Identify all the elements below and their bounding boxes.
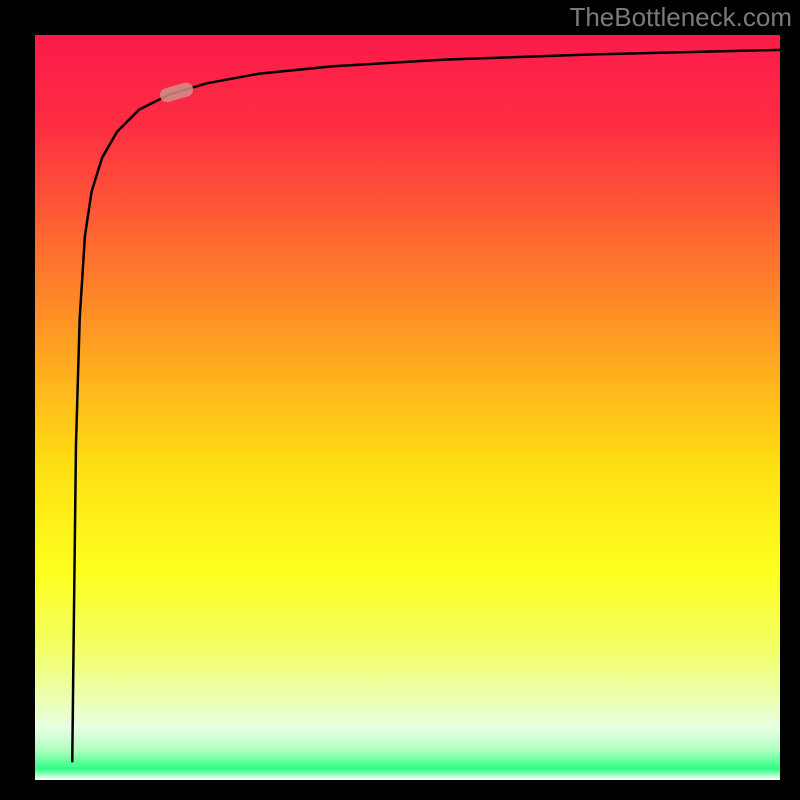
chart-container: TheBottleneck.com [0, 0, 800, 800]
watermark-text: TheBottleneck.com [569, 2, 792, 33]
plot-area [35, 35, 780, 780]
bottleneck-chart [0, 0, 800, 800]
